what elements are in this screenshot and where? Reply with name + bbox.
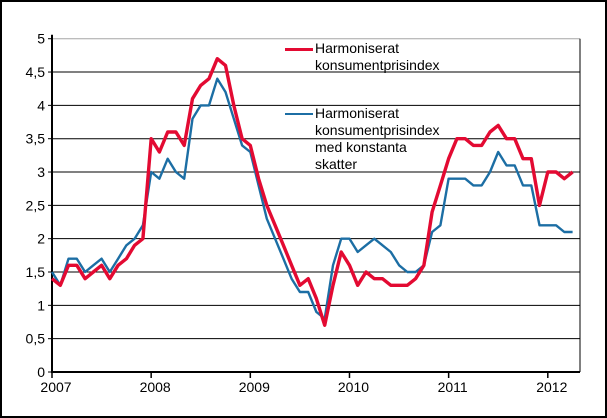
legend-line-blue	[285, 113, 313, 115]
x-tick-label: 2011	[438, 379, 468, 395]
x-tick-label: 2010	[338, 379, 369, 395]
y-tick-label: 5	[37, 31, 45, 47]
series-line-0	[50, 57, 574, 327]
y-tick-label: 3	[37, 164, 45, 180]
series-line-1	[50, 77, 573, 320]
y-tick-label: 0	[37, 364, 45, 380]
legend-label-hicp-ct: Harmoniserat konsumentprisindex med kons…	[315, 105, 440, 172]
y-tick-label: 1	[37, 297, 45, 313]
legend-entry-hicp-ct: Harmoniserat konsumentprisindex med kons…	[285, 105, 440, 173]
y-tick-label: 0,5	[26, 331, 46, 347]
y-tick-label: 4,5	[26, 64, 46, 80]
x-tick-label: 2009	[239, 379, 270, 395]
y-tick-label: 2,5	[26, 197, 46, 213]
x-tick-label: 2007	[40, 379, 71, 395]
legend-line-red	[285, 48, 313, 51]
y-tick-label: 2	[37, 231, 45, 247]
y-tick-label: 3,5	[26, 131, 46, 147]
y-tick-label: 4	[37, 97, 45, 113]
legend-label-hicp: Harmoniserat konsumentprisindex	[315, 40, 440, 73]
x-tick-label: 2008	[140, 379, 171, 395]
x-tick-label: 2012	[536, 379, 567, 395]
y-tick-label: 1,5	[26, 264, 46, 280]
legend-entry-hicp: Harmoniserat konsumentprisindex	[285, 40, 440, 74]
